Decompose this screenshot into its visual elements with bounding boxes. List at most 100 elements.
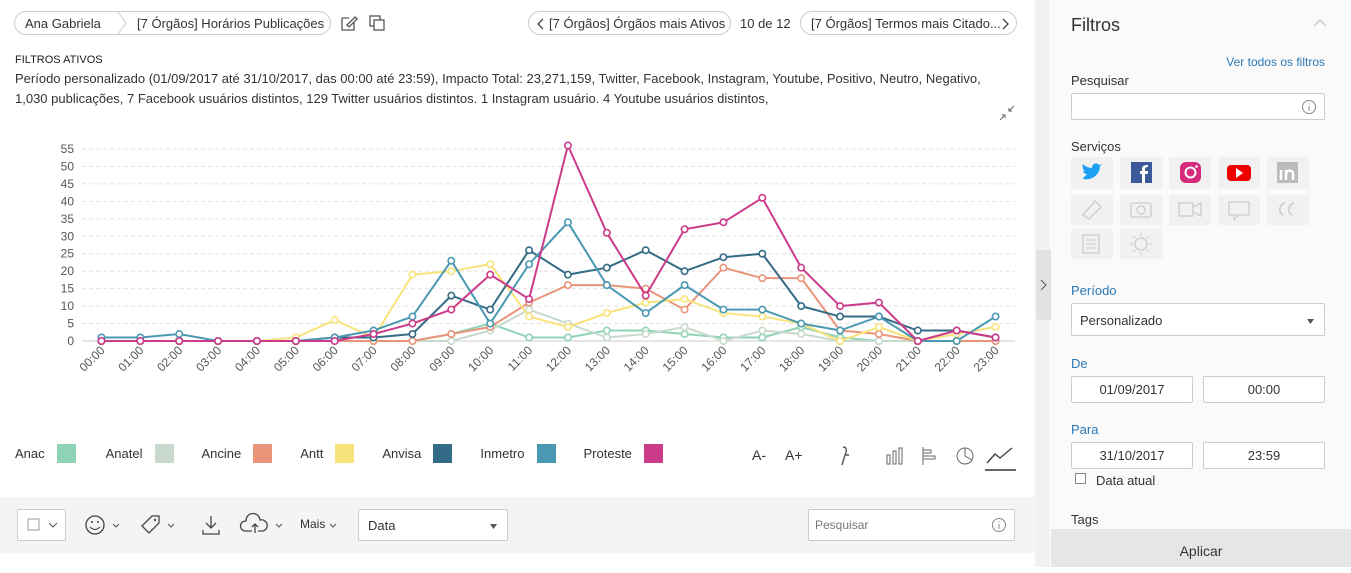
data-point [214, 337, 223, 346]
data-point [525, 305, 534, 314]
data-point [447, 291, 456, 300]
legend-swatch [253, 444, 273, 463]
data-point [525, 246, 534, 255]
data-point [291, 337, 300, 346]
chart-type-icons[interactable] [835, 443, 1020, 473]
sidebar-toggle[interactable] [1036, 250, 1051, 320]
y-tick-label: 50 [61, 159, 75, 173]
data-point [952, 326, 961, 335]
data-point [719, 263, 728, 272]
data-point [797, 302, 806, 311]
separator [117, 12, 127, 34]
y-tick-label: 55 [61, 142, 75, 156]
data-point [797, 330, 806, 339]
to-time[interactable]: 23:59 [1203, 442, 1325, 469]
filters-title: FILTROS ATIVOS [15, 54, 103, 66]
chart: 0 5 10 15 20 25 30 35 40 45 50 55 00:00 01:00 02:00 03:… [61, 141, 1015, 374]
chevron [1002, 18, 1009, 30]
from-time[interactable]: 00:00 [1203, 376, 1325, 403]
more-menu[interactable]: Mais [300, 517, 326, 531]
series-line [101, 142, 996, 343]
sort-select[interactable]: Data [358, 509, 508, 541]
search-input[interactable]: Pesquisar [808, 509, 1015, 541]
legend-item[interactable]: Anatel [106, 444, 174, 463]
sidebar-search[interactable] [1071, 93, 1325, 120]
legend-label: Inmetro [480, 446, 525, 461]
x-tick-label: 06:00 [310, 343, 341, 374]
breadcrumb-item[interactable]: [7 Órgãos] Horários Publicações [137, 16, 325, 31]
legend-item[interactable]: Antt [300, 444, 355, 463]
next-button[interactable]: [7 Órgãos] Termos mais Citado... [800, 11, 1017, 35]
search-label: Pesquisar [1071, 73, 1129, 88]
legend-label: Anatel [105, 446, 143, 461]
current-date-label: Data atual [1096, 473, 1156, 488]
data-point [563, 270, 572, 279]
data-point [719, 305, 728, 314]
data-point [602, 309, 611, 318]
x-tick-label: 02:00 [154, 343, 185, 374]
font-larger[interactable]: A+ [785, 447, 803, 463]
info-icon [1302, 100, 1316, 114]
service-icons[interactable] [1071, 157, 1316, 260]
x-tick-label: 04:00 [232, 343, 263, 374]
from-date[interactable]: 01/09/2017 [1071, 376, 1193, 403]
to-date[interactable]: 31/10/2017 [1071, 442, 1193, 469]
x-tick-label: 12:00 [543, 343, 574, 374]
data-point [97, 337, 106, 346]
compress-icon[interactable] [998, 104, 1016, 122]
legend-item[interactable]: Anac [15, 444, 76, 463]
data-point [447, 267, 456, 276]
data-point [641, 330, 650, 339]
data-point [486, 270, 495, 279]
data-point [913, 326, 922, 335]
data-point [563, 333, 572, 342]
y-tick-label: 25 [61, 247, 75, 261]
breadcrumb[interactable]: Ana Gabriela [7 Órgãos] Horários Publica… [14, 11, 331, 35]
legend-item[interactable]: Inmetro [480, 444, 556, 463]
data-point [563, 218, 572, 227]
data-point [680, 305, 689, 314]
previous-label: [7 Órgãos] Órgãos mais Ativos [549, 16, 726, 31]
data-point [758, 312, 767, 321]
data-point [680, 267, 689, 276]
current-date-checkbox[interactable] [1075, 473, 1087, 485]
sort-value: Data [368, 518, 396, 533]
data-point [758, 326, 767, 335]
data-point [563, 281, 572, 290]
data-point [758, 305, 767, 314]
data-point [641, 298, 650, 307]
period-select[interactable]: Personalizado [1071, 303, 1325, 336]
data-point [719, 218, 728, 227]
see-all-filters[interactable]: Ver todos os filtros [1226, 55, 1325, 69]
dropdown-arrow [1307, 319, 1314, 324]
data-point [447, 337, 456, 346]
collapse-icon[interactable] [1313, 18, 1327, 28]
legend-item[interactable]: Ancine [202, 444, 273, 463]
y-tick-label: 0 [67, 334, 74, 348]
breadcrumb-item[interactable]: Ana Gabriela [25, 16, 101, 31]
toolbar-icons[interactable] [82, 512, 352, 538]
period-label: Período [1071, 283, 1117, 298]
data-point [602, 281, 611, 290]
x-tick-label: 15:00 [660, 343, 691, 374]
y-tick-label: 10 [61, 299, 75, 313]
data-point [836, 312, 845, 321]
data-point [719, 253, 728, 262]
data-point [641, 291, 650, 300]
x-tick-label: 03:00 [193, 343, 224, 374]
legend-item[interactable]: Anvisa [382, 444, 453, 463]
data-point [991, 312, 1000, 321]
x-tick-label: 18:00 [776, 343, 807, 374]
sidebar-title: Filtros [1071, 15, 1120, 35]
select-all[interactable] [17, 509, 66, 541]
previous-button[interactable]: [7 Órgãos] Órgãos mais Ativos [528, 11, 731, 35]
header-icons[interactable] [340, 14, 390, 32]
data-point [447, 305, 456, 314]
data-point [408, 337, 417, 346]
font-smaller[interactable]: A- [752, 447, 766, 463]
tags-label: Tags [1071, 512, 1099, 527]
apply-button[interactable]: Aplicar [1051, 529, 1351, 567]
legend-item[interactable]: Proteste [584, 444, 663, 463]
legend-label: Antt [300, 446, 324, 461]
